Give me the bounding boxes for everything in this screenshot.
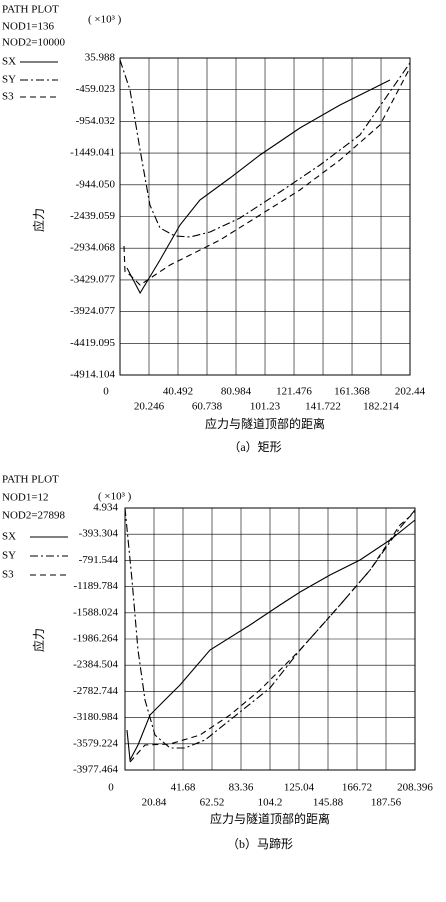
x-tick-label: 145.88 [313, 797, 344, 809]
x-tick-label: 187.56 [371, 797, 402, 809]
y-tick-label: 4.934 [93, 502, 118, 514]
x-tick-label: 125.04 [284, 782, 315, 794]
y-tick-label: -2384.504 [73, 659, 118, 671]
y-tick-label: -2439.059 [70, 210, 115, 222]
y-tick-label: -459.023 [76, 83, 116, 95]
x-tick-label: 141.722 [305, 401, 341, 413]
header-line: NOD2=27898 [2, 510, 66, 522]
x-tick-label: 20.84 [142, 797, 167, 809]
x-tick-label: 62.52 [200, 797, 225, 809]
chart-caption: （a）矩形 [228, 440, 281, 454]
x-tick-label: 104.2 [258, 797, 283, 809]
y-tick-label: -3579.224 [73, 737, 118, 749]
x-tick-label: 101.23 [250, 401, 281, 413]
header-line: PATH PLOT [2, 4, 59, 16]
header-line: PATH PLOT [2, 474, 59, 486]
y-tick-label: -2934.068 [70, 242, 115, 254]
y-tick-label: 35.988 [85, 52, 116, 64]
unit-label: ( ×10³ ) [98, 491, 132, 503]
x-tick-label: 80.984 [221, 386, 252, 398]
legend-label: S3 [2, 569, 14, 581]
x-tick-label: 208.396 [397, 782, 433, 794]
series-line [119, 59, 411, 238]
y-tick-label: -3180.984 [73, 711, 118, 723]
x-tick-label: 41.68 [171, 782, 196, 794]
x-tick-label: 166.72 [342, 782, 372, 794]
legend-label: SX [2, 531, 16, 543]
y-tick-label: -3924.077 [70, 305, 115, 317]
x-tick-label: 40.492 [163, 386, 193, 398]
x-tick-label: 0 [103, 386, 109, 398]
y-tick-label: -4419.095 [70, 337, 115, 349]
y-tick-label: -4914.104 [70, 369, 115, 381]
legend-label: SY [2, 74, 16, 86]
x-tick-label: 0 [108, 782, 114, 794]
series-line [126, 519, 416, 762]
y-tick-label: -2782.744 [73, 685, 118, 697]
y-tick-label: -1588.024 [73, 606, 118, 618]
x-tick-label: 182.214 [363, 401, 399, 413]
legend-label: SY [2, 550, 16, 562]
y-tick-label: -954.032 [76, 115, 115, 127]
y-tick-label: -1986.264 [73, 633, 118, 645]
legend-label: SX [2, 56, 16, 68]
series-line [129, 511, 416, 763]
header-line: NOD2=10000 [2, 37, 66, 49]
y-tick-label: -3429.077 [70, 273, 115, 285]
y-tick-label: -1449.041 [70, 147, 115, 159]
series-line [126, 79, 391, 295]
unit-label: ( ×10³ ) [88, 14, 122, 26]
x-tick-label: 161.368 [334, 386, 370, 398]
header-line: NOD1=136 [2, 21, 55, 33]
x-axis-label: 应力与隧道顶部的距离 [210, 811, 330, 826]
y-tick-label: -791.544 [79, 554, 119, 566]
x-axis-label: 应力与隧道顶部的距离 [205, 416, 325, 431]
x-tick-label: 60.738 [192, 401, 223, 413]
x-tick-label: 121.476 [276, 386, 312, 398]
chart-caption: （b）马蹄形 [227, 836, 293, 851]
y-tick-label: -1189.784 [73, 580, 118, 592]
legend-label: S3 [2, 91, 14, 103]
y-tick-label: -944.050 [76, 178, 116, 190]
x-tick-label: 83.36 [229, 782, 254, 794]
header-line: NOD1=12 [2, 492, 49, 504]
x-tick-label: 20.246 [134, 401, 165, 413]
y-tick-label: -3977.464 [73, 764, 118, 776]
y-tick-label: -393.304 [79, 528, 119, 540]
series-line [123, 67, 411, 286]
x-tick-label: 202.44 [395, 386, 426, 398]
y-axis-label: 应力 [31, 208, 46, 232]
y-axis-label: 应力 [31, 628, 46, 652]
